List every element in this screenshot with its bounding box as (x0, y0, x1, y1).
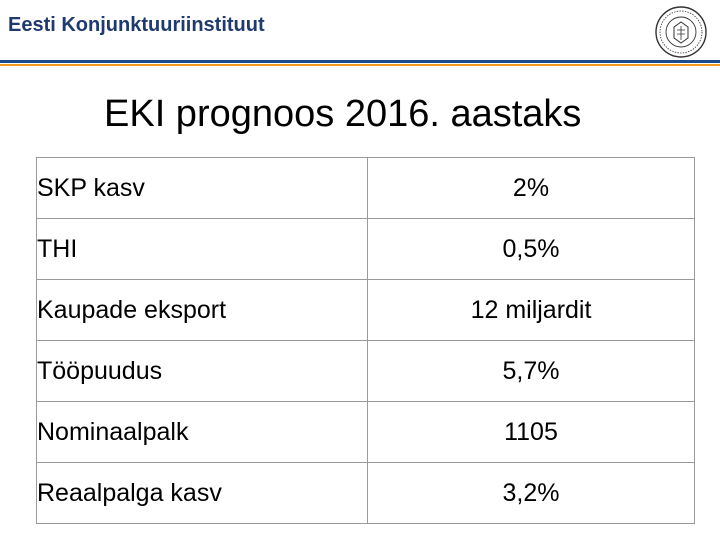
table-row: Nominaalpalk 1105 (36, 401, 695, 463)
header-rule-orange (0, 64, 720, 66)
institute-name: Eesti Konjunktuuriinstituut (8, 14, 265, 36)
slide-title: EKI prognoos 2016. aastaks (104, 93, 582, 135)
table-row: Kaupade eksport 12 miljardit (36, 279, 695, 341)
seal-icon (655, 6, 707, 58)
row-label: SKP kasv (36, 157, 368, 219)
prognosis-table: SKP kasv 2% THI 0,5% Kaupade eksport 12 … (36, 157, 695, 524)
row-label: Nominaalpalk (36, 401, 368, 463)
table-row: THI 0,5% (36, 218, 695, 280)
row-value: 2% (367, 157, 695, 219)
row-value: 3,2% (367, 462, 695, 524)
row-label: Kaupade eksport (36, 279, 368, 341)
row-value: 1105 (367, 401, 695, 463)
row-value: 5,7% (367, 340, 695, 402)
header-rule-blue (0, 60, 720, 63)
table-row: Reaalpalga kasv 3,2% (36, 462, 695, 524)
table-row: SKP kasv 2% (36, 157, 695, 219)
row-label: THI (36, 218, 368, 280)
table-row: Tööpuudus 5,7% (36, 340, 695, 402)
row-value: 0,5% (367, 218, 695, 280)
row-value: 12 miljardit (367, 279, 695, 341)
row-label: Tööpuudus (36, 340, 368, 402)
row-label: Reaalpalga kasv (36, 462, 368, 524)
